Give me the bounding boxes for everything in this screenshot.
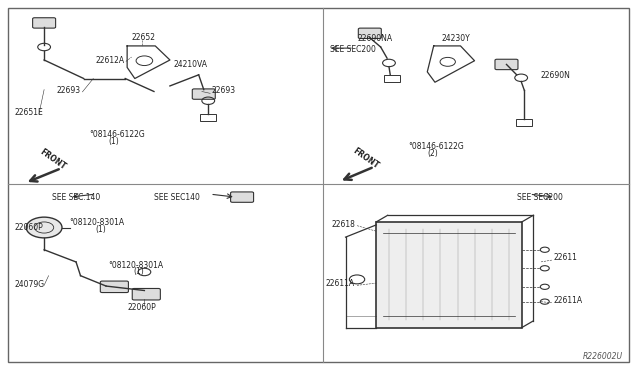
Text: (1): (1) (134, 267, 144, 276)
FancyBboxPatch shape (358, 28, 381, 38)
FancyBboxPatch shape (100, 281, 129, 292)
Text: 22651E: 22651E (15, 108, 44, 117)
Text: °08120-8301A: °08120-8301A (108, 260, 163, 270)
Text: 22060P: 22060P (127, 303, 156, 312)
Text: 24210VA: 24210VA (173, 60, 207, 69)
Text: 22611A: 22611A (325, 279, 354, 288)
FancyBboxPatch shape (132, 288, 161, 300)
Bar (516, 119, 532, 126)
Text: °08146-6122G: °08146-6122G (89, 130, 145, 139)
Text: 22693: 22693 (57, 86, 81, 95)
Text: 22652: 22652 (132, 33, 156, 42)
Text: 22612A: 22612A (95, 56, 124, 65)
Text: 24230Y: 24230Y (442, 34, 470, 43)
Text: R226002U: R226002U (583, 352, 623, 362)
Bar (383, 75, 399, 82)
Text: SEE SEC140: SEE SEC140 (154, 193, 200, 202)
Text: 22611: 22611 (553, 253, 577, 262)
Text: SEE SEC200: SEE SEC200 (330, 45, 376, 54)
FancyBboxPatch shape (495, 59, 518, 70)
Text: °08120-8301A: °08120-8301A (70, 218, 125, 227)
Text: 22690N: 22690N (540, 71, 570, 80)
Text: 22618: 22618 (332, 220, 355, 229)
Text: FRONT: FRONT (38, 147, 67, 171)
Text: SEE SEC200: SEE SEC200 (516, 193, 563, 202)
Text: 22060P: 22060P (15, 223, 44, 232)
Text: (1): (1) (95, 225, 106, 234)
Text: FRONT: FRONT (351, 146, 380, 170)
FancyBboxPatch shape (192, 89, 215, 99)
Text: 24079G: 24079G (15, 280, 45, 289)
Bar (376, 222, 522, 328)
Text: 22611A: 22611A (553, 296, 582, 305)
Text: SEE SEC.140: SEE SEC.140 (52, 193, 100, 202)
Bar (200, 114, 216, 121)
FancyBboxPatch shape (230, 192, 253, 202)
Text: °08146-6122G: °08146-6122G (408, 142, 464, 151)
Circle shape (26, 217, 62, 238)
Text: (2): (2) (428, 149, 438, 158)
Text: 22690NA: 22690NA (357, 34, 392, 43)
FancyBboxPatch shape (33, 18, 56, 28)
Text: 22693: 22693 (211, 86, 236, 94)
Text: (1): (1) (108, 137, 119, 146)
